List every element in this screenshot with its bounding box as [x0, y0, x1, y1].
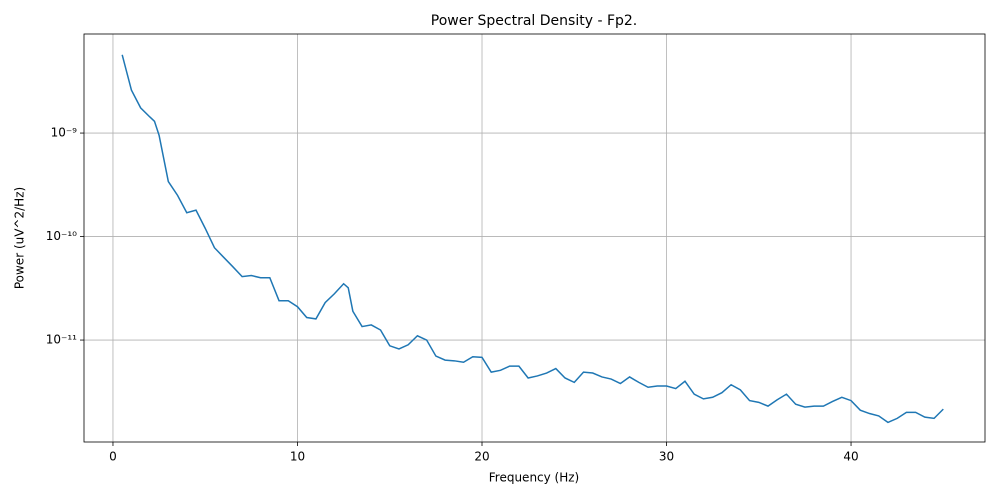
y-axis-label: Power (uV^2/Hz): [13, 187, 27, 289]
y-tick-label: 10⁻¹¹: [46, 333, 77, 347]
x-tick-label: 30: [659, 450, 674, 464]
data-line: [121, 54, 944, 424]
x-tick-label: 0: [109, 450, 117, 464]
chart-title: Power Spectral Density - Fp2.: [431, 13, 638, 29]
plot-frame: [83, 33, 986, 443]
x-tick-label: 40: [843, 450, 858, 464]
x-axis-label: Frequency (Hz): [489, 471, 580, 485]
y-tick-label: 10⁻¹⁰: [46, 229, 77, 243]
x-tick-label: 10: [290, 450, 305, 464]
y-tick-label: 10⁻⁹: [51, 126, 78, 140]
x-tick-label: 20: [474, 450, 489, 464]
